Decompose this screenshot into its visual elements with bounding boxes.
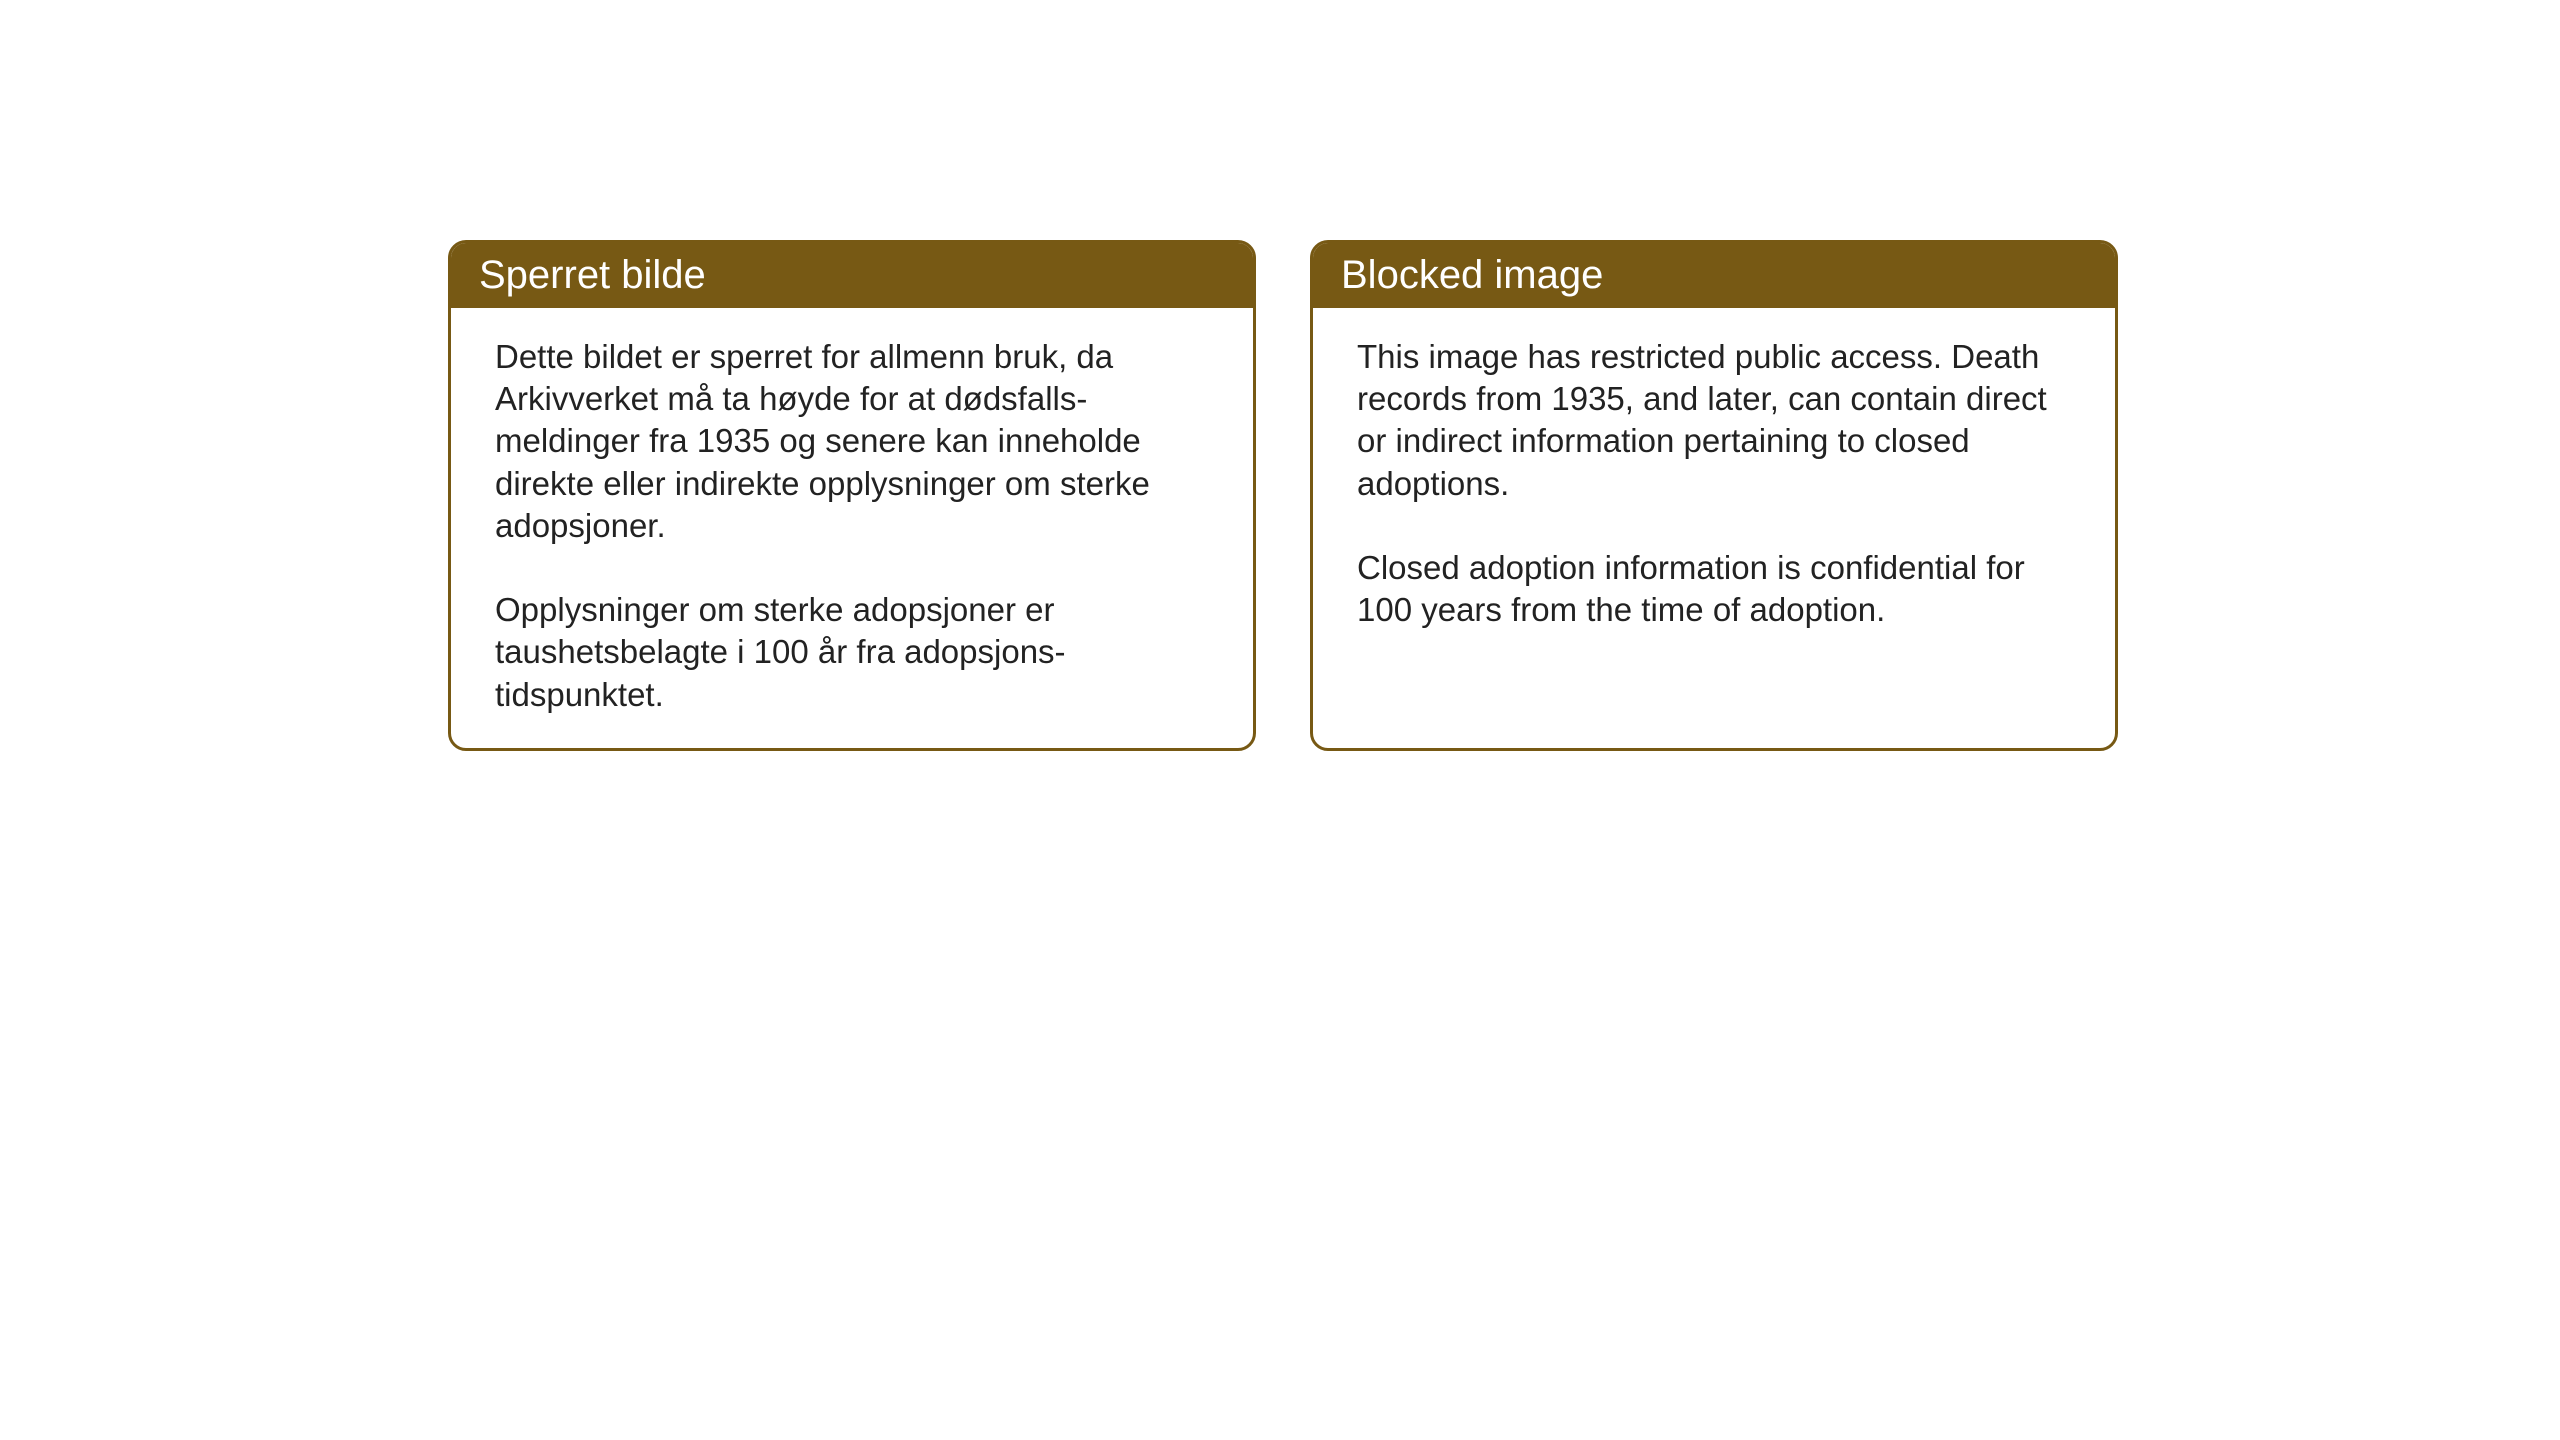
card-paragraph-norwegian-1: Dette bildet er sperret for allmenn bruk…: [495, 336, 1209, 547]
card-paragraph-english-1: This image has restricted public access.…: [1357, 336, 2071, 505]
card-title-norwegian: Sperret bilde: [479, 253, 706, 297]
card-body-norwegian: Dette bildet er sperret for allmenn bruk…: [451, 308, 1253, 744]
notice-container: Sperret bilde Dette bildet er sperret fo…: [448, 240, 2118, 751]
card-body-english: This image has restricted public access.…: [1313, 308, 2115, 659]
card-paragraph-english-2: Closed adoption information is confident…: [1357, 547, 2071, 631]
card-header-english: Blocked image: [1313, 243, 2115, 308]
card-header-norwegian: Sperret bilde: [451, 243, 1253, 308]
card-paragraph-norwegian-2: Opplysninger om sterke adopsjoner er tau…: [495, 589, 1209, 716]
notice-card-norwegian: Sperret bilde Dette bildet er sperret fo…: [448, 240, 1256, 751]
card-title-english: Blocked image: [1341, 253, 1603, 297]
notice-card-english: Blocked image This image has restricted …: [1310, 240, 2118, 751]
